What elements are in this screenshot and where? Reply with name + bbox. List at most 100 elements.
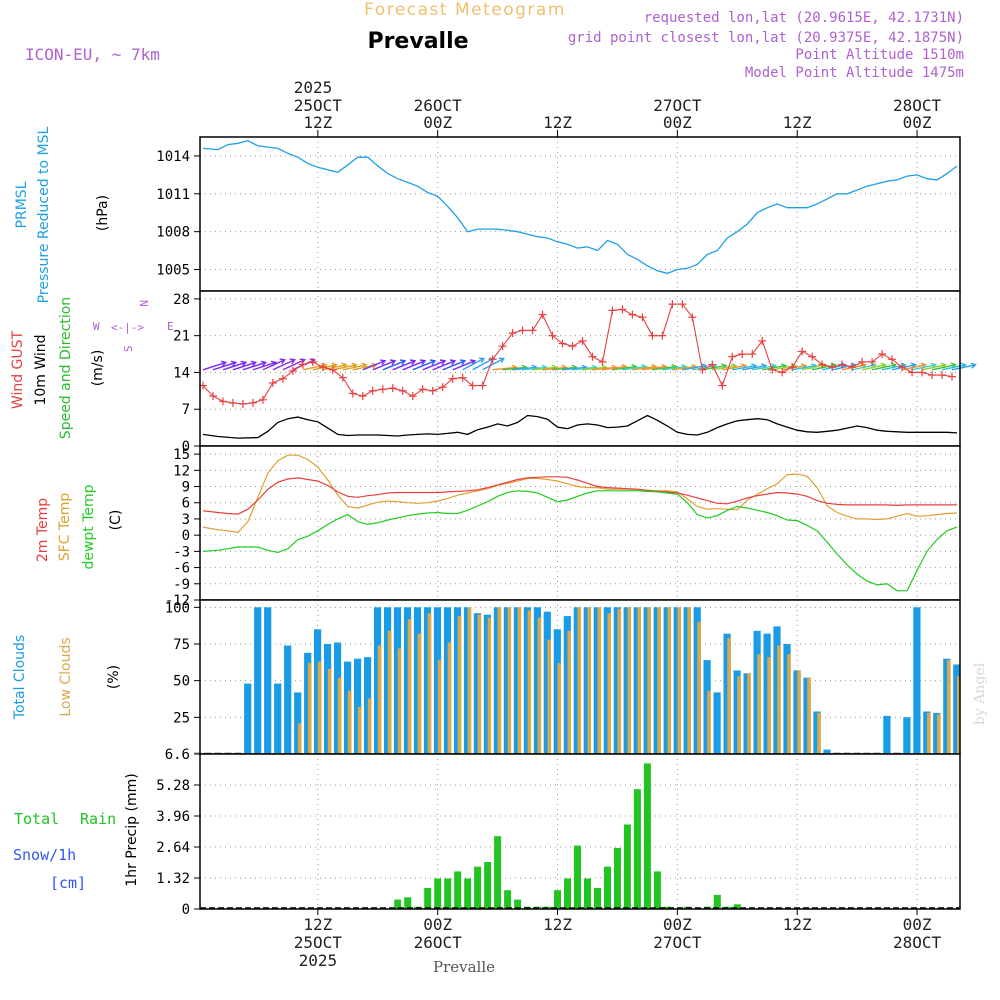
- y-tick-label: 28: [173, 292, 190, 308]
- low-cloud-bar: [677, 607, 681, 754]
- rain-bar: [564, 878, 571, 909]
- wind-arrow-head: [459, 359, 467, 366]
- total-cloud-bar: [603, 607, 611, 754]
- bottom-day-label: 26OCT: [414, 933, 463, 952]
- total-cloud-bar: [553, 629, 561, 754]
- total-cloud-bar: [813, 711, 821, 754]
- total-cloud-bar: [913, 607, 921, 754]
- y-tick-label: 12: [173, 463, 190, 479]
- panel-wind: 0 7 14 21 28: [173, 290, 977, 455]
- dewpt-line: [202, 490, 958, 592]
- compass-s: S: [122, 345, 135, 352]
- wind-arrow-head: [439, 359, 447, 366]
- total-cloud-bar: [423, 607, 432, 754]
- low-cloud-bar: [757, 654, 761, 754]
- total-cloud-bar: [713, 692, 721, 754]
- wind-arrow-head: [469, 359, 477, 366]
- total-cloud-bar: [433, 607, 442, 754]
- wind-arrow: [532, 366, 557, 371]
- low-cloud-bar: [417, 633, 422, 754]
- total-cloud-bar: [523, 607, 531, 754]
- low-cloud-bar: [407, 619, 412, 754]
- total-cloud-bar: [613, 607, 621, 754]
- low-cloud-bar: [617, 608, 622, 754]
- rain-bar: [464, 878, 472, 909]
- total-cloud-bar: [673, 607, 681, 754]
- pressure-reduced-label: Pressure Reduced to MSL: [36, 126, 52, 303]
- rain-bar: [614, 847, 621, 909]
- low-cloud-bar: [337, 677, 342, 754]
- low-cloud-bar: [487, 617, 492, 754]
- low-cloud-bar: [947, 660, 951, 754]
- top-day-label: 28OCT: [893, 96, 942, 115]
- credit-watermark: by Angel: [972, 662, 988, 725]
- rain-bar: [424, 887, 432, 909]
- celsius-unit-label: (C): [108, 510, 124, 531]
- footer-location: Prevalle: [433, 958, 495, 976]
- rain-label: Rain: [80, 810, 116, 828]
- compass-e: E: [167, 320, 174, 333]
- wind-direction-arrows: [202, 357, 977, 371]
- y-tick-label: 6.6: [165, 747, 190, 763]
- wind-arrow: [871, 364, 896, 371]
- wind-arrow-head: [230, 360, 238, 367]
- wind-arrow: [941, 364, 966, 371]
- total-cloud-bar: [244, 683, 252, 754]
- header: Forecast Meteogram Prevalle ICON-EU, ~ 7…: [25, 0, 964, 97]
- rain-bar: [643, 763, 651, 909]
- total-cloud-bar: [374, 607, 382, 754]
- rain-bar: [584, 878, 591, 909]
- y-tick-label: 75: [173, 637, 190, 653]
- low-cloud-bar: [567, 630, 572, 754]
- wind-arrow-head: [220, 360, 228, 367]
- y-tick-label: 0: [182, 528, 190, 544]
- y-tick-label: 7: [182, 402, 190, 418]
- y-tick-label: 0: [182, 902, 190, 918]
- precip-axis-labels: Total Rain Snow/1h [cm] 1hr Precip (mm): [13, 773, 140, 892]
- low-cloud-bar: [737, 676, 741, 754]
- year-top-label: 2025: [294, 78, 333, 97]
- wind-arrow-head: [691, 363, 698, 371]
- low-cloud-bar: [587, 607, 592, 754]
- total-cloud-bar: [883, 715, 891, 754]
- y-tick-label: 3.96: [156, 809, 190, 825]
- top-hour-label: 12Z: [543, 113, 572, 132]
- top-day-label: 27OCT: [653, 96, 702, 115]
- total-cloud-bar: [643, 607, 651, 754]
- low-cloud-bar: [497, 607, 502, 754]
- ms-unit-label: (m/s): [90, 350, 106, 387]
- total-cloud-bar: [783, 644, 791, 754]
- wind-arrow: [322, 364, 347, 371]
- bottom-day-label: 25OCT: [294, 933, 343, 952]
- wind-arrow: [472, 357, 495, 371]
- panels: 100510081011101407142128-12-9-6-30369121…: [156, 136, 977, 918]
- wind-arrow: [911, 364, 936, 371]
- low-cloud-bar: [467, 607, 472, 754]
- panel-pressure: 1005 1008 1011 1014: [156, 136, 961, 292]
- low-cloud-bar: [787, 654, 791, 754]
- wind-arrow: [372, 360, 396, 371]
- y-tick-label: 3: [182, 512, 190, 528]
- low-cloud-bar: [727, 638, 731, 754]
- low-cloud-bar: [327, 668, 332, 754]
- low-cloud-bar: [807, 677, 811, 754]
- rain-bar: [663, 906, 671, 909]
- y-tick-label: -9: [173, 577, 190, 593]
- wind-arrow: [572, 366, 597, 371]
- wind-arrow-head: [429, 359, 437, 366]
- sfc-temp-line: [202, 454, 958, 534]
- rain-bar: [653, 871, 661, 909]
- total-cloud-bar: [493, 607, 501, 754]
- wind-arrow-head: [379, 359, 387, 366]
- total-cloud-bar: [923, 711, 931, 754]
- y-tick-label: 1.32: [156, 871, 190, 887]
- rain-bar: [494, 836, 502, 909]
- wind-gust-line: [202, 303, 953, 405]
- y-tick-label: -3: [173, 544, 190, 560]
- wind-arrow: [742, 364, 767, 371]
- low-cloud-bar: [797, 670, 801, 754]
- total-cloud-bar: [953, 664, 961, 754]
- panel-bg: [200, 137, 960, 291]
- wind-arrow: [452, 360, 476, 371]
